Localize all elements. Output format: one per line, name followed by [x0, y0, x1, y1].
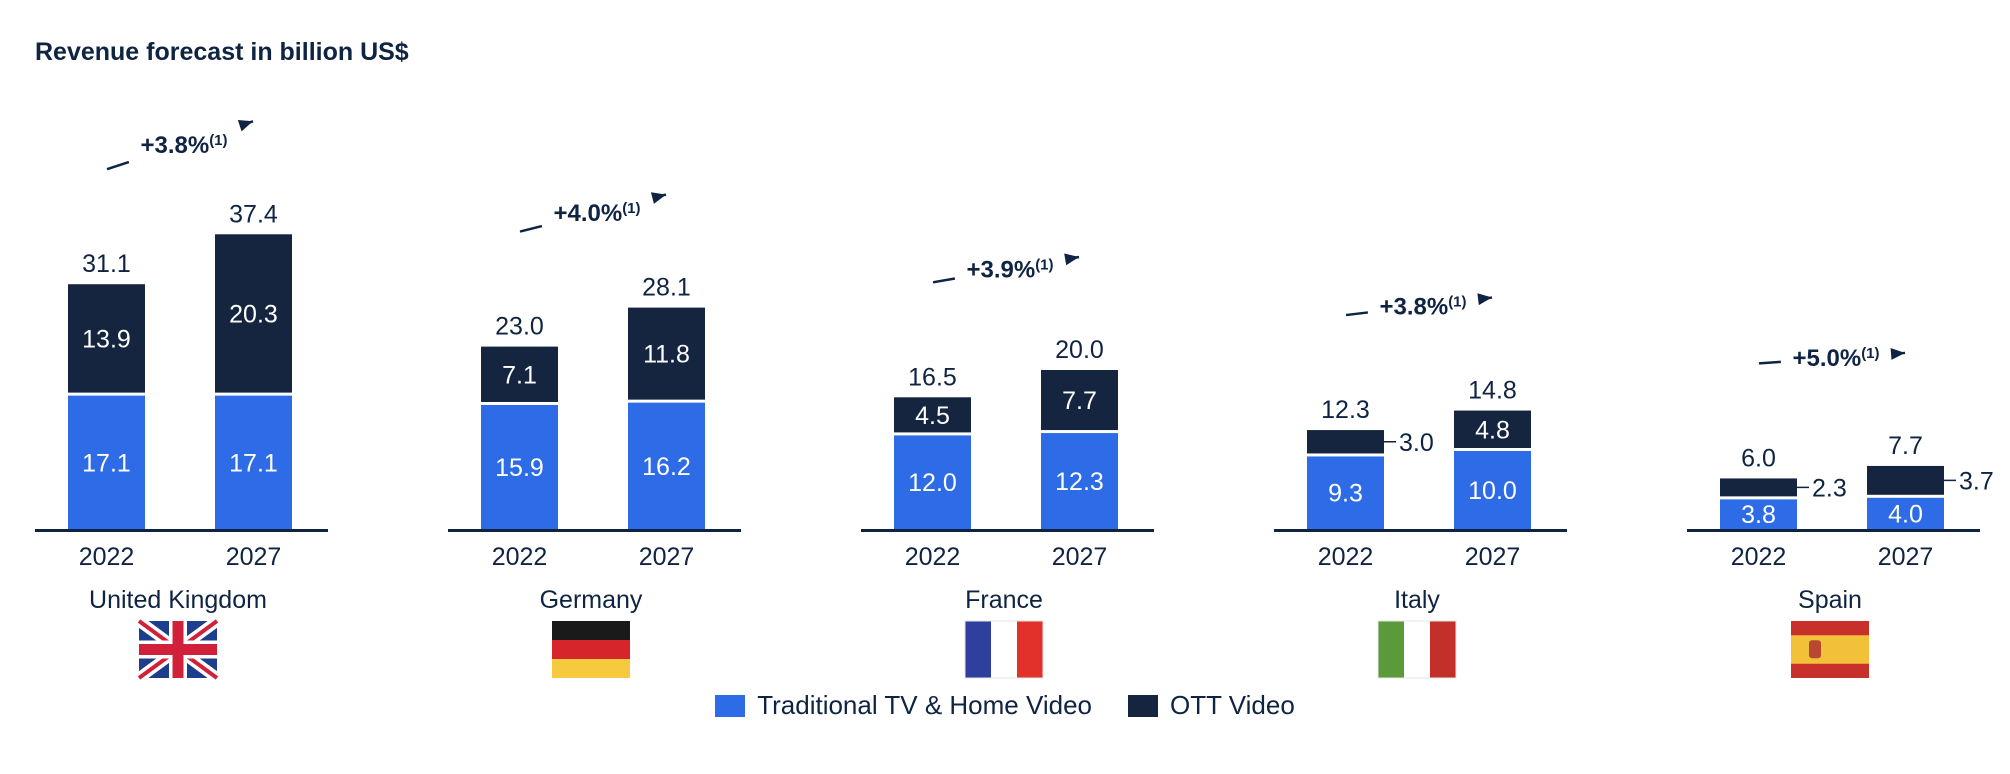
- country-label-germany: Germany: [540, 586, 643, 614]
- data-label-total: 23.0: [495, 313, 544, 341]
- country-label-france: France: [965, 586, 1043, 614]
- cagr-footnote-marker: (1): [1448, 293, 1466, 310]
- data-label-total: 37.4: [229, 200, 278, 228]
- data-label-total: 31.1: [82, 250, 131, 278]
- cagr-footnote-marker: (1): [1035, 257, 1053, 274]
- x-tick-label: 2022: [1731, 543, 1787, 571]
- data-label-ott: 11.8: [643, 341, 690, 369]
- bar-ott-spain-2027: [1867, 465, 1944, 495]
- italy-flag-icon: [1377, 620, 1457, 679]
- cagr-label-italy: +3.8%(1): [1379, 293, 1466, 320]
- cagr-footnote-marker: (1): [1861, 345, 1879, 362]
- cagr-arrow-head: [237, 119, 253, 132]
- data-label-ott: 2.3: [1812, 474, 1847, 502]
- data-label-ott: 7.7: [1062, 387, 1097, 415]
- bar-traditional-germany-2022: [481, 404, 558, 529]
- bar-ott-france-2027: [1041, 370, 1118, 431]
- data-label-total: 7.7: [1888, 432, 1923, 460]
- data-label-total: 12.3: [1321, 396, 1370, 424]
- data-label-ott: 3.0: [1399, 429, 1434, 457]
- uk-flag-icon: [135, 616, 221, 683]
- cagr-arrow-head: [1477, 293, 1492, 306]
- x-tick-label: 2027: [226, 543, 282, 571]
- cagr-arrow-start: [106, 160, 130, 171]
- data-label-total: 14.8: [1468, 377, 1517, 405]
- x-tick-label: 2027: [1052, 543, 1108, 571]
- bar-ott-italy-2027: [1454, 410, 1531, 448]
- bar-traditional-italy-2027: [1454, 451, 1531, 529]
- cagr-arrow-start: [1758, 360, 1781, 365]
- data-label-ott: 3.7: [1959, 467, 1994, 495]
- spain-flag-icon: [1791, 621, 1869, 678]
- legend-swatch-traditional: [715, 694, 746, 717]
- bar-ott-united-kingdom-2022: [68, 284, 145, 393]
- cagr-label-france: +3.9%(1): [966, 257, 1053, 284]
- bar-traditional-italy-2022: [1307, 456, 1384, 529]
- x-tick-label: 2022: [79, 543, 135, 571]
- data-label-traditional: 16.2: [642, 453, 691, 481]
- data-label-total: 16.5: [908, 363, 957, 391]
- bar-traditional-spain-2027: [1867, 497, 1944, 529]
- cagr-footnote-marker: (1): [209, 132, 227, 149]
- bar-ott-spain-2022: [1720, 478, 1797, 497]
- country-label-italy: Italy: [1394, 586, 1440, 614]
- data-label-ott: 4.5: [915, 402, 950, 430]
- bar-ott-germany-2022: [481, 346, 558, 402]
- cagr-label-germany: +4.0%(1): [553, 200, 640, 227]
- legend-item-traditional: Traditional TV & Home Video: [715, 690, 1092, 721]
- bar-traditional-united-kingdom-2027: [215, 395, 292, 529]
- bar-traditional-france-2022: [894, 435, 971, 529]
- cagr-arrow-head: [650, 192, 666, 204]
- data-label-total: 20.0: [1055, 336, 1104, 364]
- data-label-traditional: 12.0: [908, 469, 957, 497]
- data-label-total: 6.0: [1741, 444, 1776, 472]
- bar-traditional-spain-2022: [1720, 499, 1797, 529]
- bar-ott-france-2022: [894, 397, 971, 433]
- data-label-traditional: 17.1: [82, 449, 131, 477]
- germany-flag-icon: [552, 621, 630, 678]
- x-tick-label: 2027: [1878, 543, 1934, 571]
- cagr-arrow-start: [932, 277, 956, 284]
- bar-ott-germany-2027: [628, 307, 705, 400]
- bar-traditional-united-kingdom-2022: [68, 395, 145, 529]
- cagr-arrow-start: [1345, 311, 1369, 317]
- data-label-traditional: 3.8: [1741, 501, 1776, 529]
- bar-traditional-france-2027: [1041, 433, 1118, 529]
- x-tick-label: 2022: [1318, 543, 1374, 571]
- chart-title: Revenue forecast in billion US$: [35, 38, 409, 66]
- data-label-total: 28.1: [642, 274, 691, 302]
- data-label-traditional: 10.0: [1468, 477, 1517, 505]
- data-label-traditional: 4.0: [1888, 500, 1923, 528]
- data-label-traditional: 15.9: [495, 454, 544, 482]
- data-label-traditional: 9.3: [1328, 480, 1363, 508]
- x-tick-label: 2022: [492, 543, 548, 571]
- legend-item-ott: OTT Video: [1128, 690, 1295, 721]
- country-label-united-kingdom: United Kingdom: [89, 586, 267, 614]
- country-label-spain: Spain: [1798, 586, 1862, 614]
- cagr-footnote-marker: (1): [622, 200, 640, 217]
- data-label-ott: 4.8: [1475, 416, 1510, 444]
- cagr-arrow-head: [1890, 347, 1905, 360]
- x-tick-label: 2022: [905, 543, 961, 571]
- legend: Traditional TV & Home Video OTT Video: [0, 690, 2010, 721]
- x-tick-label: 2027: [639, 543, 695, 571]
- data-label-ott: 7.1: [502, 361, 537, 389]
- bar-ott-united-kingdom-2027: [215, 234, 292, 393]
- cagr-arrow-head: [1064, 253, 1079, 266]
- bar-traditional-germany-2027: [628, 402, 705, 529]
- data-label-traditional: 17.1: [229, 449, 278, 477]
- data-label-ott: 13.9: [82, 325, 131, 353]
- cagr-label-spain: +5.0%(1): [1792, 345, 1879, 372]
- france-flag-icon: [964, 620, 1044, 679]
- legend-swatch-ott: [1128, 694, 1159, 717]
- legend-label-traditional: Traditional TV & Home Video: [757, 690, 1093, 720]
- x-tick-label: 2027: [1465, 543, 1521, 571]
- data-label-ott: 20.3: [229, 300, 278, 328]
- legend-label-ott: OTT Video: [1170, 690, 1295, 720]
- data-label-traditional: 12.3: [1055, 468, 1104, 496]
- cagr-label-united-kingdom: +3.8%(1): [140, 132, 227, 159]
- cagr-arrow-start: [519, 224, 543, 233]
- bar-ott-italy-2022: [1307, 430, 1384, 454]
